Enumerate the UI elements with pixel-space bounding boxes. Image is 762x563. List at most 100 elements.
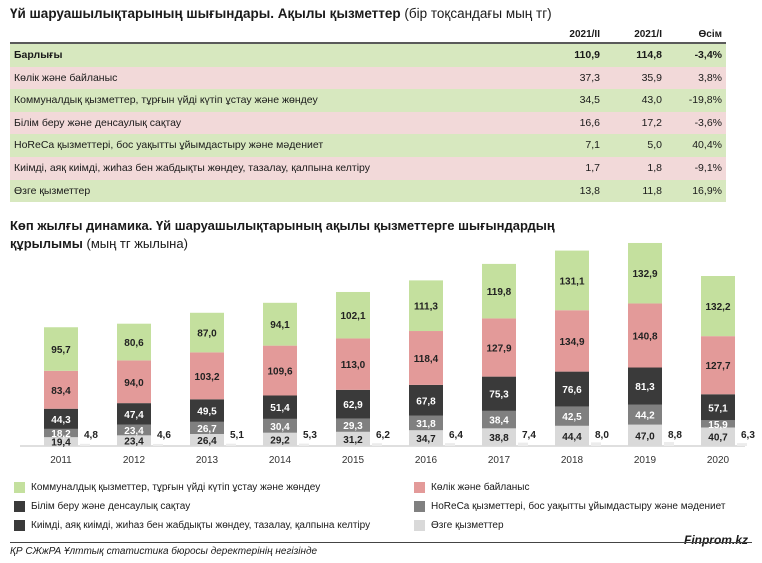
data-label: 94,0 <box>124 378 144 389</box>
bar-segment-side <box>591 442 601 446</box>
bar-segment <box>701 427 735 446</box>
data-label: 31,2 <box>343 435 363 446</box>
bar-segment <box>628 404 662 425</box>
bar-segment <box>263 302 297 346</box>
data-label: 31,8 <box>416 419 436 430</box>
data-label: 103,2 <box>194 372 219 383</box>
row-value-2021-ii: 34,5 <box>579 94 600 107</box>
data-label-side: 7,4 <box>522 430 536 441</box>
row-value-2021-ii: 37,3 <box>579 71 600 84</box>
bar-segment <box>117 403 151 425</box>
data-label: 118,4 <box>414 354 439 365</box>
bar-segment-side <box>372 443 382 446</box>
data-label-side: 4,8 <box>84 430 98 441</box>
row-value-2021-ii: 1,7 <box>585 161 600 174</box>
chart-title: Көп жылғы динамика. Үй шаруашылықтарының… <box>10 217 630 253</box>
row-value-growth: 40,4% <box>692 139 722 152</box>
legend-label: Білім беру және денсаулық сақтау <box>31 501 191 512</box>
data-label: 42,5 <box>562 412 582 423</box>
data-label-side: 8,8 <box>668 430 682 441</box>
bar-segment <box>555 371 589 407</box>
legend-swatch <box>414 520 425 531</box>
data-label: 29,3 <box>343 421 363 432</box>
data-label: 29,2 <box>270 435 290 446</box>
bar-segment <box>701 394 735 421</box>
bar-segment <box>190 312 224 353</box>
row-value-growth: -3,4% <box>694 49 722 61</box>
data-label-side: 5,1 <box>230 430 244 441</box>
bar-segment <box>263 432 297 446</box>
bar-segment <box>701 336 735 395</box>
bar-segment <box>336 418 370 432</box>
bar-segment <box>190 433 224 446</box>
bar-segment <box>482 376 516 411</box>
bar-segment <box>190 352 224 400</box>
bar-segment-side <box>518 442 528 446</box>
data-label: 109,6 <box>267 367 292 378</box>
bar-segment <box>44 408 78 429</box>
data-label: 95,7 <box>51 345 71 356</box>
row-value-growth: -3,6% <box>694 116 722 129</box>
row-value-2021-ii: 7,1 <box>585 139 600 152</box>
legend-swatch <box>14 501 25 512</box>
source-note: ҚР СЖжРА Ұлттық статистика бюросы дерект… <box>10 546 318 557</box>
legend-swatch <box>414 482 425 493</box>
data-label: 132,9 <box>632 269 657 280</box>
data-label: 30,4 <box>270 422 290 433</box>
data-label: 19,4 <box>51 438 71 449</box>
legend-swatch <box>14 482 25 493</box>
data-label: 102,1 <box>340 311 365 322</box>
x-tick-label: 2013 <box>196 455 219 466</box>
row-value-2021-ii: 13,8 <box>579 184 600 197</box>
header-2021-ii: 2021/II <box>569 29 600 40</box>
data-label: 40,7 <box>708 433 728 444</box>
bar-segment <box>628 424 662 446</box>
bar-segment <box>555 425 589 446</box>
bar-segment <box>336 291 370 339</box>
bar-segment-side <box>737 443 747 446</box>
row-value-2021-ii: 16,6 <box>579 116 600 129</box>
legend-item-other: Өзге қызметтер <box>414 520 504 531</box>
legend-label: Коммуналдық қызметтер, тұрғын үйді күтіп… <box>31 482 321 493</box>
bar-segment <box>44 437 78 446</box>
x-tick-label: 2017 <box>488 455 511 466</box>
bar-segment <box>482 263 516 319</box>
bar-segment <box>409 331 443 385</box>
bar-segment <box>628 367 662 405</box>
table-header-divider <box>10 42 726 44</box>
header-growth: Өсім <box>698 29 722 40</box>
table-row: Білім беру және денсаулық сақтау 16,6 17,2… <box>10 111 726 135</box>
legend-item-horeca: HoReCa қызметтері, бос уақытты ұйымдасты… <box>414 501 725 512</box>
data-label: 44,2 <box>635 411 655 422</box>
bar-segment-side <box>299 443 309 446</box>
data-label: 113,0 <box>341 360 366 371</box>
data-label: 38,8 <box>489 433 509 444</box>
data-label: 47,0 <box>635 431 655 442</box>
data-label-side: 6,3 <box>741 430 755 441</box>
row-value-2021-i: 114,8 <box>636 49 662 61</box>
data-label-side: 5,3 <box>303 430 317 441</box>
bar-segment <box>190 421 224 434</box>
legend-swatch <box>414 501 425 512</box>
row-label: Барлығы <box>14 49 63 61</box>
x-tick-label: 2015 <box>342 455 365 466</box>
data-label-side: 6,2 <box>376 430 390 441</box>
bar-segment <box>190 399 224 422</box>
table-title-main: Үй шаруашылықтарының шығындары. Ақылы қы… <box>10 6 401 21</box>
bar-segment <box>44 370 78 409</box>
data-label: 44,4 <box>562 432 582 443</box>
footer-divider <box>10 542 752 543</box>
data-label: 15,9 <box>708 420 728 431</box>
data-label: 132,2 <box>705 302 730 313</box>
data-label: 67,8 <box>416 396 436 407</box>
data-label: 57,1 <box>708 403 728 414</box>
data-label: 131,1 <box>559 276 584 287</box>
bar-segment <box>117 360 151 404</box>
legend-swatch <box>14 520 25 531</box>
data-label: 94,1 <box>270 320 290 331</box>
x-tick-label: 2012 <box>123 455 146 466</box>
data-label: 23,4 <box>124 437 144 448</box>
brand-watermark: Finprom.kz <box>683 533 748 547</box>
row-label: Көлік және байланыс <box>14 71 118 84</box>
row-label: Киімді, аяқ киімді, жиһаз бен жабдықты ж… <box>14 161 371 174</box>
